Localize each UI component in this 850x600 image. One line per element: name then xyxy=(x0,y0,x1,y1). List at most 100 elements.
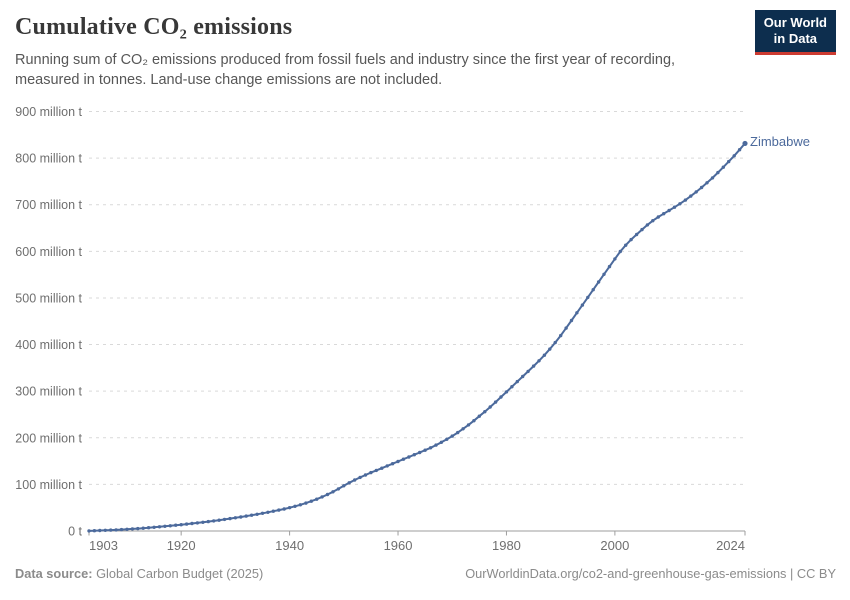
data-point-marker xyxy=(114,528,118,532)
data-point-marker xyxy=(521,374,525,379)
data-point-marker xyxy=(315,497,319,501)
data-point-marker xyxy=(309,499,313,503)
data-point-marker xyxy=(212,519,216,523)
line-chart[interactable]: 0 t 100 million t 200 million t 300 million… xyxy=(0,95,850,570)
data-point-marker xyxy=(168,524,172,528)
chart-subtitle: Running sum of CO₂ emissions produced fr… xyxy=(15,52,676,88)
data-point-marker xyxy=(591,288,595,292)
data-point-marker xyxy=(678,202,682,206)
data-point-marker xyxy=(634,232,639,237)
data-point-marker xyxy=(163,524,167,528)
data-point-marker xyxy=(125,527,129,531)
data-point-marker xyxy=(542,353,547,357)
data-point-marker xyxy=(287,506,292,510)
data-point-marker xyxy=(277,508,281,512)
data-point-marker xyxy=(710,176,715,180)
data-point-marker xyxy=(423,448,427,452)
y-tick-label: 400 million t xyxy=(15,338,82,352)
data-source-text: Global Carbon Budget (2025) xyxy=(92,566,264,581)
series-line[interactable] xyxy=(88,142,746,532)
data-point-marker xyxy=(656,215,660,219)
data-point-marker xyxy=(548,347,552,351)
data-source: Data source: Global Carbon Budget (2025) xyxy=(15,566,263,581)
x-tick-label: 1960 xyxy=(384,538,413,553)
x-tick-label: 1980 xyxy=(492,538,521,553)
data-point-marker xyxy=(298,503,303,507)
data-point-marker xyxy=(737,148,742,152)
chart-footer: Data source: Global Carbon Budget (2025)… xyxy=(15,566,836,581)
data-point-marker xyxy=(439,440,444,444)
data-point-marker xyxy=(282,507,286,511)
data-point-marker xyxy=(499,395,503,399)
data-point-marker xyxy=(92,529,97,533)
y-tick-label: 700 million t xyxy=(15,198,82,212)
data-point-marker xyxy=(152,525,156,529)
data-point-marker xyxy=(244,514,248,518)
data-point-marker xyxy=(369,470,373,475)
data-point-marker xyxy=(239,515,243,519)
owid-logo-line2: in Data xyxy=(773,31,818,47)
y-tick-label: 100 million t xyxy=(15,478,82,492)
data-point-marker xyxy=(342,484,346,488)
owid-logo[interactable]: Our World in Data xyxy=(754,10,836,55)
data-point-marker xyxy=(222,517,227,522)
data-point-marker xyxy=(477,414,481,418)
data-point-marker xyxy=(689,194,693,198)
data-point-marker xyxy=(716,170,720,175)
data-point-marker xyxy=(87,529,91,533)
data-point-marker xyxy=(662,212,666,216)
data-point-marker xyxy=(559,333,563,338)
data-point-marker xyxy=(146,526,151,530)
canonical-url[interactable]: OurWorldinData.org/co2-and-greenhouse-ga… xyxy=(465,566,836,581)
data-point-marker xyxy=(624,243,628,247)
data-point-marker xyxy=(683,198,688,202)
data-point-marker xyxy=(596,280,601,284)
data-point-marker xyxy=(602,272,606,276)
data-point-marker xyxy=(385,464,389,468)
data-point-marker xyxy=(141,526,145,530)
data-point-marker xyxy=(613,257,617,261)
line-chart-svg[interactable]: 0 t 100 million t 200 million t 300 million… xyxy=(0,95,850,570)
data-point-marker xyxy=(732,154,736,158)
data-point-marker xyxy=(374,468,378,473)
data-point-marker xyxy=(434,443,438,447)
data-point-marker xyxy=(206,519,210,524)
data-point-marker xyxy=(553,340,557,345)
data-point-marker xyxy=(531,364,536,368)
data-point-marker xyxy=(136,526,140,531)
data-point-marker xyxy=(466,423,471,427)
data-point-marker xyxy=(233,516,238,520)
data-point-marker xyxy=(586,295,590,300)
owid-logo-line1: Our World xyxy=(763,15,827,30)
data-point-marker xyxy=(271,509,275,513)
x-tick-label: 1920 xyxy=(167,538,196,553)
data-point-marker xyxy=(488,405,492,409)
y-tick-label: 600 million t xyxy=(15,245,82,259)
data-point-marker xyxy=(195,521,200,525)
data-point-marker xyxy=(651,219,655,223)
x-tick-label: 2000 xyxy=(600,538,629,553)
series-endpoint-marker xyxy=(742,140,748,147)
chart-title: Cumulative CO₂ emissions xyxy=(15,14,293,40)
data-point-marker xyxy=(130,527,135,531)
y-tick-label: 200 million t xyxy=(15,431,82,445)
data-point-marker xyxy=(445,437,449,441)
data-point-marker xyxy=(461,427,465,431)
data-point-marker xyxy=(483,410,487,414)
data-point-marker xyxy=(109,528,113,532)
x-tick-label: 1903 xyxy=(89,538,118,553)
data-point-marker xyxy=(699,185,704,190)
data-point-marker xyxy=(667,208,671,213)
data-point-marker xyxy=(721,165,725,169)
data-point-marker xyxy=(428,446,433,450)
data-point-marker xyxy=(325,492,330,497)
data-point-marker xyxy=(407,455,411,459)
y-tick-label: 900 million t xyxy=(15,105,82,119)
data-point-marker xyxy=(190,521,194,526)
data-point-marker xyxy=(575,311,579,315)
data-point-marker xyxy=(336,487,341,491)
data-point-marker xyxy=(353,478,357,482)
data-point-marker xyxy=(727,159,731,164)
data-point-marker xyxy=(347,481,351,485)
data-point-marker xyxy=(418,450,422,455)
